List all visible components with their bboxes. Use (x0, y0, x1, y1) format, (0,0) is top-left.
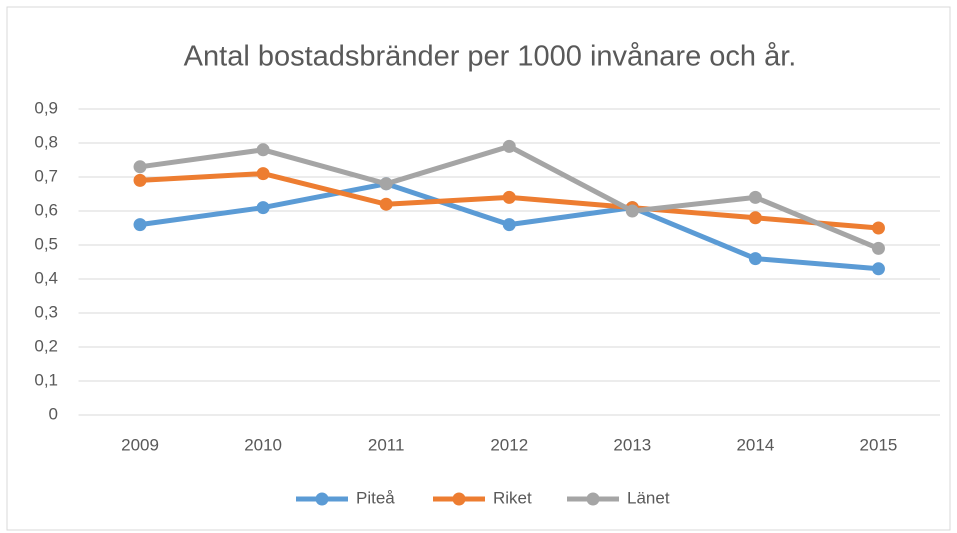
x-tick-label: 2013 (613, 435, 651, 454)
data-point (379, 197, 393, 211)
x-tick-label: 2009 (121, 435, 159, 454)
x-tick-label: 2014 (736, 435, 774, 454)
data-point (748, 252, 762, 266)
legend-label: Piteå (356, 488, 395, 507)
data-point (871, 262, 885, 276)
data-point (625, 204, 639, 218)
data-point (133, 160, 147, 174)
data-point (871, 241, 885, 255)
data-point (133, 218, 147, 232)
data-point (379, 177, 393, 191)
data-point (256, 201, 270, 215)
y-tick-label: 0,2 (34, 336, 58, 355)
y-tick-label: 0,8 (34, 132, 58, 151)
y-tick-label: 0,7 (34, 166, 58, 185)
legend-marker (452, 492, 466, 506)
y-tick-label: 0,6 (34, 200, 58, 219)
legend-marker (315, 492, 329, 506)
x-tick-label: 2010 (244, 435, 282, 454)
data-point (133, 173, 147, 187)
data-point (256, 167, 270, 181)
chart-title: Antal bostadsbränder per 1000 invånare o… (184, 41, 797, 73)
data-point (256, 143, 270, 157)
data-point (502, 139, 516, 153)
chart-frame (6, 6, 951, 531)
y-tick-label: 0,5 (34, 234, 58, 253)
x-tick-label: 2011 (368, 435, 405, 454)
y-tick-label: 0,1 (34, 370, 58, 389)
y-tick-label: 0,4 (34, 268, 58, 287)
y-tick-label: 0 (49, 404, 58, 423)
data-point (502, 190, 516, 204)
data-point (871, 221, 885, 235)
legend-label: Länet (627, 488, 670, 507)
legend-label: Riket (493, 488, 532, 507)
legend-marker (586, 492, 600, 506)
y-tick-label: 0,9 (34, 98, 58, 117)
x-tick-label: 2015 (860, 435, 898, 454)
data-point (502, 218, 516, 232)
data-point (748, 211, 762, 225)
data-point (748, 190, 762, 204)
x-tick-label: 2012 (490, 435, 528, 454)
y-tick-label: 0,3 (34, 302, 58, 321)
